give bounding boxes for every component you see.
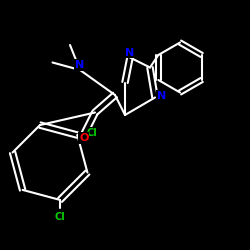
Text: Cl: Cl bbox=[55, 212, 66, 222]
Text: N: N bbox=[156, 91, 166, 101]
Text: O: O bbox=[79, 133, 88, 143]
Text: N: N bbox=[126, 48, 134, 58]
Text: Cl: Cl bbox=[86, 128, 97, 138]
Text: N: N bbox=[76, 60, 84, 70]
